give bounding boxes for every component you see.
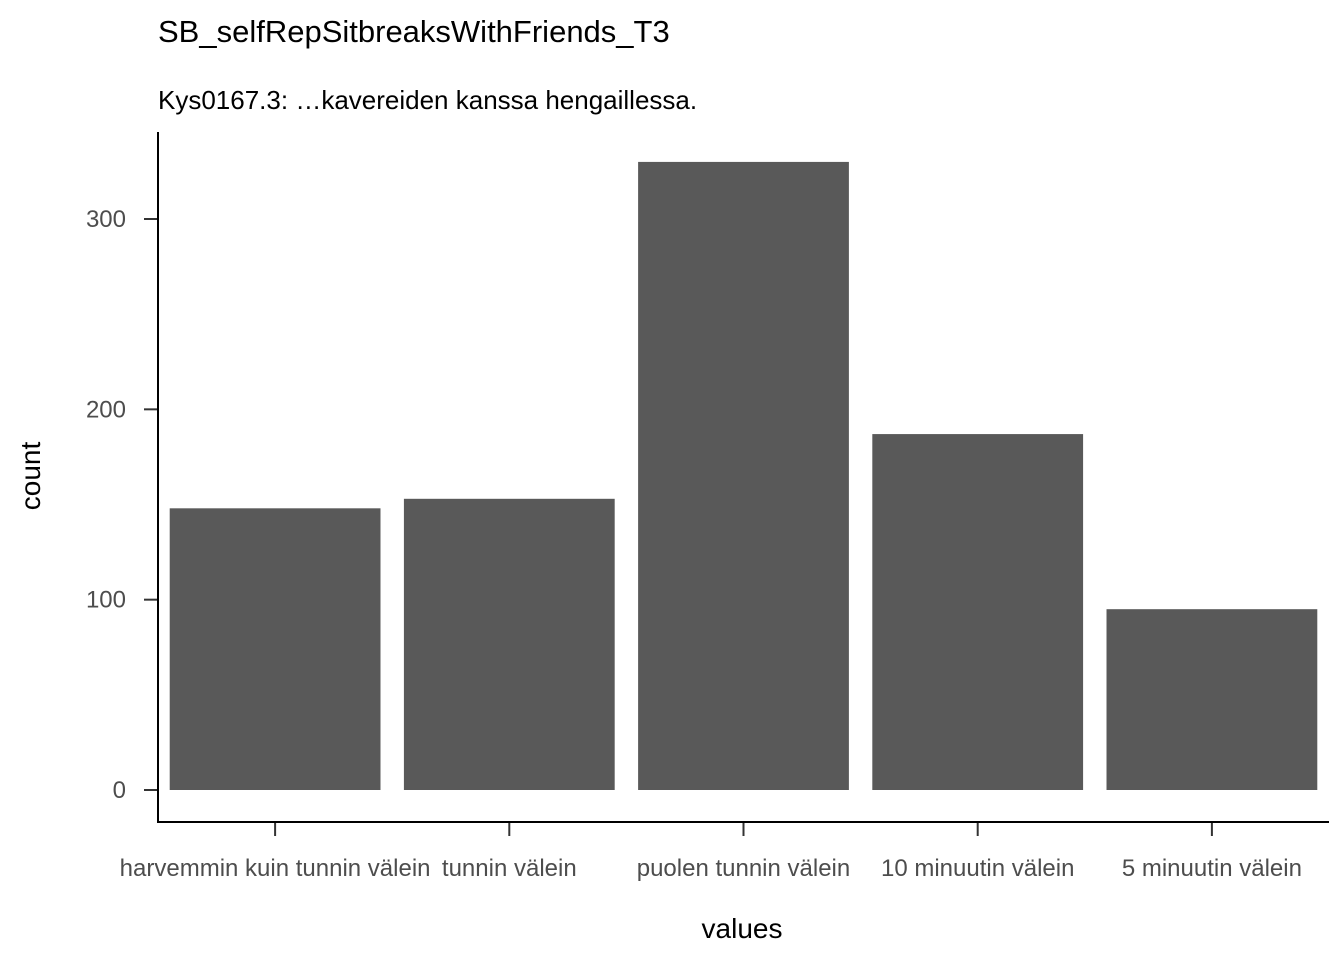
y-tick-label: 200: [86, 396, 126, 423]
x-axis-ticks: harvemmin kuin tunnin välein tunnin välei…: [120, 822, 1302, 882]
x-axis-title: values: [702, 913, 783, 944]
x-tick-label: tunnin välein: [442, 855, 577, 882]
bar: [638, 161, 849, 790]
x-tick-label: harvemmin kuin tunnin välein: [120, 855, 431, 882]
y-tick-label: 300: [86, 206, 126, 233]
y-axis-ticks: 0 100 200 300: [86, 206, 158, 804]
bars-group: [169, 161, 1318, 790]
chart-title: SB_selfRepSitbreaksWithFriends_T3: [158, 14, 670, 49]
y-tick-label: 0: [113, 777, 126, 804]
bar: [403, 498, 615, 790]
x-tick-label: 10 minuutin välein: [881, 855, 1074, 882]
x-tick-label: 5 minuutin välein: [1122, 855, 1302, 882]
y-axis-title: count: [15, 442, 46, 511]
y-tick-label: 100: [86, 587, 126, 614]
bar: [872, 434, 1084, 790]
chart-subtitle: Kys0167.3: …kavereiden kanssa hengailles…: [158, 85, 697, 115]
x-tick-label: puolen tunnin välein: [637, 855, 851, 882]
bar: [1106, 609, 1318, 790]
bar: [169, 508, 381, 790]
